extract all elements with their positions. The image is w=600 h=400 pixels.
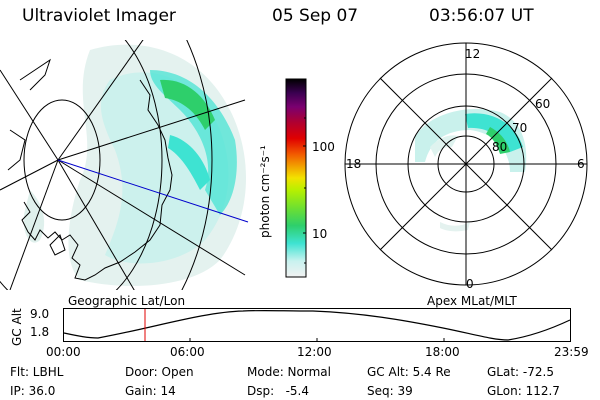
gc-alt-info: GC Alt: 5.4 Re [367,365,451,379]
apex-panel-label: Apex MLat/MLT [427,294,517,308]
mlt-label-18: 18 [346,157,362,171]
date-label: 05 Sep 07 [272,6,359,26]
alt-xtick-2359: 23:59 [554,345,589,359]
alt-xtick-1800: 18:00 [425,345,460,359]
mlt-label-0: 0 [466,277,474,291]
colorbar-unit-label: photon cm⁻²s⁻¹ [258,145,272,238]
mlt-label-6: 6 [577,157,585,171]
seq-info: Seq: 39 [367,384,413,398]
gain-info: Gain: 14 [125,384,176,398]
flt-info: Flt: LBHL [10,365,64,379]
mode-info: Mode: Normal [247,365,331,379]
alt-xtick-0600: 06:00 [170,345,205,359]
mlat-label-80: 80 [492,140,508,154]
time-label: 03:56:07 UT [429,6,534,26]
geographic-map [0,40,249,290]
altitude-plot [63,308,571,342]
alt-ytick-9: 9.0 [30,307,50,321]
colorbar-tick-100: 100 [312,140,335,154]
polar-plot [344,42,588,286]
colorbar-tick-10: 10 [312,227,328,241]
alt-ylabel: GC Alt [10,308,24,346]
alt-xtick-1200: 12:00 [297,345,332,359]
mlat-label-70: 70 [512,121,528,135]
alt-xtick-0000: 00:00 [46,345,81,359]
door-info: Door: Open [125,365,194,379]
glat-info: GLat: -72.5 [487,365,554,379]
ip-info: IP: 36.0 [10,384,56,398]
mlat-label-60: 60 [535,97,551,111]
alt-ytick-1-8: 1.8 [30,325,50,339]
geographic-panel-label: Geographic Lat/Lon [68,294,186,308]
dsp-info: Dsp: -5.4 [247,384,310,398]
mlt-label-12: 12 [465,47,481,61]
glon-info: GLon: 112.7 [487,384,560,398]
instrument-title: Ultraviolet Imager [22,6,176,26]
color-bar [285,78,307,278]
